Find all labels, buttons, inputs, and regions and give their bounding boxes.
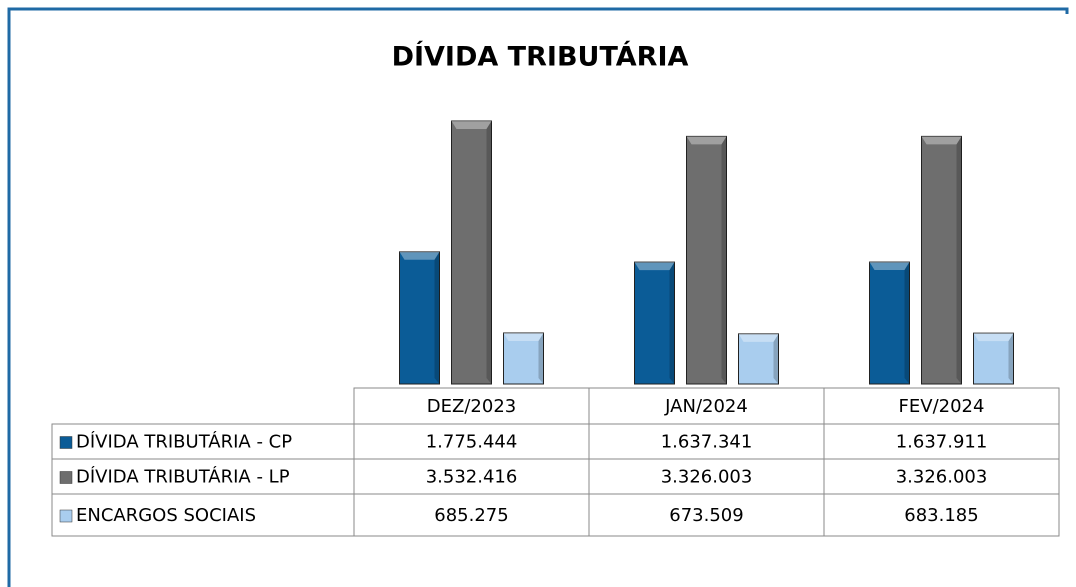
bar	[399, 251, 440, 385]
bar-shade	[956, 136, 962, 384]
bar-shade	[434, 251, 440, 384]
table-cell	[823, 458, 1060, 495]
table-cell	[588, 423, 825, 460]
table-cell	[823, 493, 1060, 537]
data-label: 683.185	[904, 505, 978, 526]
legend-swatch	[59, 436, 73, 449]
bar-bevel	[869, 262, 910, 271]
x-tick-label: FEV/2024	[899, 396, 985, 417]
bar-shade	[904, 262, 910, 384]
bar-bevel	[686, 136, 727, 145]
table-cell	[588, 387, 825, 425]
table-cell	[353, 458, 590, 495]
bar-bevel	[451, 121, 492, 129]
table-cell	[51, 493, 355, 537]
legend-label: DÍVIDA TRIBUTÁRIA - LP	[76, 466, 290, 488]
bar-bevel	[973, 333, 1014, 342]
bar-shade	[538, 332, 544, 384]
bar	[634, 261, 675, 385]
legend-swatch	[59, 471, 73, 484]
data-label: 685.275	[434, 505, 508, 526]
legend-swatch	[59, 509, 73, 523]
bar	[973, 332, 1014, 385]
bar-shade	[486, 121, 492, 384]
bar-bevel	[399, 251, 440, 260]
bar-shade	[669, 262, 675, 384]
table-cell	[823, 423, 1060, 460]
bar	[686, 135, 727, 385]
data-label: 1.637.341	[661, 432, 753, 453]
x-tick-label: JAN/2024	[664, 396, 748, 417]
bar-bevel	[503, 332, 544, 341]
bar-bevel	[921, 136, 962, 145]
table-cell	[588, 493, 825, 537]
bar	[738, 333, 779, 385]
data-label: 3.532.416	[426, 467, 518, 488]
bar	[503, 332, 544, 385]
bar	[451, 120, 492, 385]
bar-shade	[1008, 333, 1014, 384]
legend-label: DÍVIDA TRIBUTÁRIA - CP	[76, 431, 292, 453]
table-cell	[353, 493, 590, 537]
data-label: 3.326.003	[661, 467, 753, 488]
x-tick-label: DEZ/2023	[427, 396, 516, 417]
bar-shade	[773, 333, 779, 384]
data-label: 673.509	[669, 505, 743, 526]
data-label: 1.775.444	[426, 432, 518, 453]
chart-title: DÍVIDA TRIBUTÁRIA	[392, 41, 689, 73]
frame	[7, 7, 1069, 587]
table-cell	[588, 458, 825, 495]
data-label: 3.326.003	[896, 467, 988, 488]
bar	[921, 135, 962, 385]
legend-label: ENCARGOS SOCIAIS	[76, 505, 256, 526]
data-label: 1.637.911	[896, 432, 988, 453]
bar	[869, 261, 910, 385]
bar-shade	[721, 136, 727, 384]
bar-bevel	[634, 262, 675, 271]
bar-bevel	[738, 333, 779, 342]
